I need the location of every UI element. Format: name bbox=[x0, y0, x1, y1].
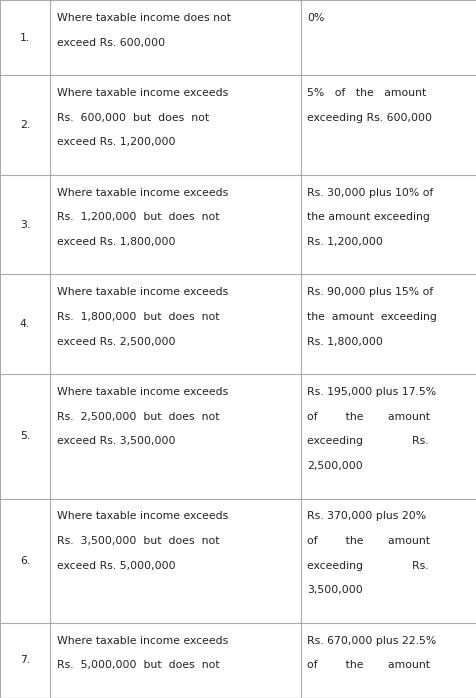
Text: Where taxable income exceeds: Where taxable income exceeds bbox=[57, 88, 228, 98]
Text: Where taxable income exceeds: Where taxable income exceeds bbox=[57, 512, 228, 521]
Text: Rs. 1,800,000: Rs. 1,800,000 bbox=[307, 336, 383, 347]
Text: exceed Rs. 1,800,000: exceed Rs. 1,800,000 bbox=[57, 237, 175, 247]
Text: Rs. 370,000 plus 20%: Rs. 370,000 plus 20% bbox=[307, 512, 426, 521]
Text: the  amount  exceeding: the amount exceeding bbox=[307, 312, 436, 322]
Text: Rs. 1,200,000: Rs. 1,200,000 bbox=[307, 237, 383, 247]
Text: exceed Rs. 5,000,000: exceed Rs. 5,000,000 bbox=[57, 560, 175, 571]
Text: Rs.  2,500,000  but  does  not: Rs. 2,500,000 but does not bbox=[57, 412, 219, 422]
Text: 2.: 2. bbox=[20, 120, 30, 130]
Text: exceed Rs. 600,000: exceed Rs. 600,000 bbox=[57, 38, 165, 47]
Text: Rs.  3,500,000  but  does  not: Rs. 3,500,000 but does not bbox=[57, 536, 219, 546]
Text: 5%   of   the   amount: 5% of the amount bbox=[307, 88, 426, 98]
Text: Rs. 670,000 plus 22.5%: Rs. 670,000 plus 22.5% bbox=[307, 636, 436, 646]
Text: Where taxable income exceeds: Where taxable income exceeds bbox=[57, 387, 228, 397]
Text: Where taxable income exceeds: Where taxable income exceeds bbox=[57, 636, 228, 646]
Text: 6.: 6. bbox=[20, 556, 30, 566]
Text: the amount exceeding: the amount exceeding bbox=[307, 212, 429, 222]
Text: Rs.  1,200,000  but  does  not: Rs. 1,200,000 but does not bbox=[57, 212, 219, 222]
Text: Rs. 30,000 plus 10% of: Rs. 30,000 plus 10% of bbox=[307, 188, 433, 198]
Text: 7.: 7. bbox=[20, 655, 30, 665]
Text: of        the       amount: of the amount bbox=[307, 536, 429, 546]
Text: Where taxable income exceeds: Where taxable income exceeds bbox=[57, 188, 228, 198]
Text: exceed Rs. 2,500,000: exceed Rs. 2,500,000 bbox=[57, 336, 175, 347]
Text: Rs.  5,000,000  but  does  not: Rs. 5,000,000 but does not bbox=[57, 660, 219, 671]
Text: 1.: 1. bbox=[20, 33, 30, 43]
Text: Where taxable income exceeds: Where taxable income exceeds bbox=[57, 288, 228, 297]
Text: 3.: 3. bbox=[20, 220, 30, 230]
Text: exceed Rs. 1,200,000: exceed Rs. 1,200,000 bbox=[57, 138, 175, 147]
Text: exceeding              Rs.: exceeding Rs. bbox=[307, 436, 428, 446]
Text: Rs. 195,000 plus 17.5%: Rs. 195,000 plus 17.5% bbox=[307, 387, 436, 397]
Text: of        the       amount: of the amount bbox=[307, 412, 429, 422]
Text: 3,500,000: 3,500,000 bbox=[307, 586, 362, 595]
Text: Rs.  600,000  but  does  not: Rs. 600,000 but does not bbox=[57, 112, 208, 123]
Text: 2,500,000: 2,500,000 bbox=[307, 461, 362, 471]
Text: 5.: 5. bbox=[20, 431, 30, 441]
Text: 0%: 0% bbox=[307, 13, 324, 23]
Text: exceed Rs. 3,500,000: exceed Rs. 3,500,000 bbox=[57, 436, 175, 446]
Text: 4.: 4. bbox=[20, 319, 30, 329]
Text: exceeding Rs. 600,000: exceeding Rs. 600,000 bbox=[307, 112, 432, 123]
Text: exceeding              Rs.: exceeding Rs. bbox=[307, 560, 428, 571]
Text: Rs. 90,000 plus 15% of: Rs. 90,000 plus 15% of bbox=[307, 288, 433, 297]
Text: Rs.  1,800,000  but  does  not: Rs. 1,800,000 but does not bbox=[57, 312, 219, 322]
Text: Where taxable income does not: Where taxable income does not bbox=[57, 13, 230, 23]
Text: of        the       amount: of the amount bbox=[307, 660, 429, 671]
